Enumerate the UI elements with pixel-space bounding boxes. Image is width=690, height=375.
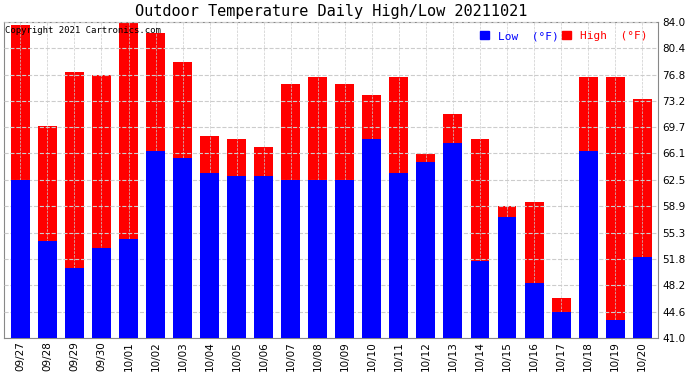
Bar xyxy=(524,283,544,338)
Bar xyxy=(389,77,408,338)
Bar xyxy=(497,217,517,338)
Bar xyxy=(417,154,435,338)
Bar xyxy=(200,172,219,338)
Bar xyxy=(65,72,84,338)
Bar xyxy=(119,239,138,338)
Bar xyxy=(579,77,598,338)
Bar xyxy=(146,33,165,338)
Bar xyxy=(471,140,489,338)
Text: Copyright 2021 Cartronics.com: Copyright 2021 Cartronics.com xyxy=(6,27,161,36)
Bar xyxy=(11,180,30,338)
Legend: Low  (°F), High  (°F): Low (°F), High (°F) xyxy=(478,29,649,43)
Bar xyxy=(119,23,138,338)
Bar xyxy=(471,261,489,338)
Bar xyxy=(254,176,273,338)
Bar xyxy=(92,248,111,338)
Bar xyxy=(308,180,327,338)
Bar xyxy=(38,126,57,338)
Bar xyxy=(65,268,84,338)
Bar xyxy=(362,95,382,338)
Bar xyxy=(335,180,354,338)
Bar xyxy=(254,147,273,338)
Bar xyxy=(551,312,571,338)
Bar xyxy=(606,77,624,338)
Bar xyxy=(11,26,30,338)
Bar xyxy=(282,180,300,338)
Bar xyxy=(633,99,651,338)
Bar xyxy=(497,206,517,338)
Bar xyxy=(417,162,435,338)
Bar xyxy=(92,75,111,338)
Bar xyxy=(38,241,57,338)
Bar xyxy=(551,298,571,338)
Bar xyxy=(227,176,246,338)
Bar xyxy=(173,62,192,338)
Title: Outdoor Temperature Daily High/Low 20211021: Outdoor Temperature Daily High/Low 20211… xyxy=(135,4,527,19)
Bar xyxy=(444,114,462,338)
Bar xyxy=(146,150,165,338)
Bar xyxy=(524,202,544,338)
Bar xyxy=(282,84,300,338)
Bar xyxy=(200,136,219,338)
Bar xyxy=(579,150,598,338)
Bar xyxy=(606,320,624,338)
Bar xyxy=(633,257,651,338)
Bar xyxy=(389,172,408,338)
Bar xyxy=(308,77,327,338)
Bar xyxy=(362,140,382,338)
Bar xyxy=(335,84,354,338)
Bar xyxy=(173,158,192,338)
Bar xyxy=(227,140,246,338)
Bar xyxy=(444,143,462,338)
